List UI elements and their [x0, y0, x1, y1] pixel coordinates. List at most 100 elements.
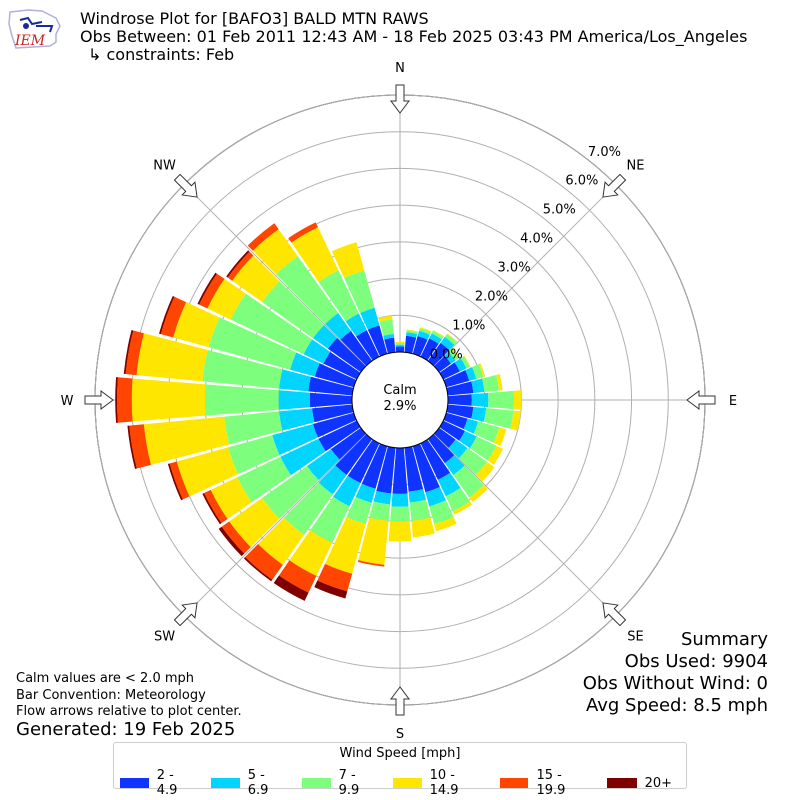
wind-bar-segment: [425, 487, 446, 507]
wind-bar-segment: [230, 293, 313, 355]
grid-spoke: [433, 433, 617, 617]
wind-bar-segment: [406, 329, 418, 333]
wind-bar-segment: [327, 337, 366, 373]
wind-bar-segment: [404, 335, 417, 354]
direction-arrow-icon: [390, 84, 410, 114]
wind-bar-segment: [478, 363, 486, 378]
wind-bar-segment: [356, 330, 380, 361]
wind-bar-segment: [444, 352, 456, 364]
wind-bar-segment: [303, 339, 331, 364]
arrows-note: Flow arrows relative to plot center.: [16, 704, 242, 719]
wind-bar-segment: [115, 377, 118, 423]
wind-bar-segment: [444, 455, 465, 476]
wind-bar-segment: [453, 465, 484, 498]
wind-bar-segment: [429, 500, 454, 525]
wind-bar-segment: [358, 517, 389, 565]
wind-bar-segment: [243, 557, 273, 582]
wind-bar-segment: [406, 330, 418, 335]
wind-bar-segment: [314, 363, 357, 388]
wind-bar-segment: [384, 337, 396, 354]
wind-bar-segment: [439, 362, 460, 380]
wind-bar-segment: [376, 446, 396, 494]
wind-bar-segment: [272, 423, 318, 456]
wind-bar-segment: [459, 448, 488, 475]
wind-bar-segment: [493, 427, 507, 446]
radial-tick-label: 5.0%: [543, 203, 576, 218]
wind-bar-segment: [279, 369, 311, 392]
wind-bar-segment: [176, 447, 238, 497]
wind-bar-segment: [205, 384, 279, 416]
grid-spoke: [183, 433, 367, 617]
legend-title: Wind Speed [mph]: [339, 746, 461, 761]
summary-avg-speed: Avg Speed: 8.5 mph: [586, 695, 768, 716]
wind-bar-segment: [309, 392, 353, 408]
wind-bar-segment: [447, 394, 472, 406]
wind-bar-segment: [307, 449, 340, 481]
wind-bar-segment: [451, 348, 461, 359]
wind-bar-segment: [127, 425, 137, 470]
direction-label-n: N: [395, 61, 405, 76]
wind-bar-segment: [229, 497, 280, 548]
legend-swatch: [606, 778, 637, 788]
wind-bar-segment: [318, 270, 359, 322]
wind-bar-segment: [279, 408, 315, 431]
wind-bar-segment: [308, 376, 354, 396]
wind-bar-segment: [469, 436, 497, 461]
summary-obs-without-wind: Obs Without Wind: 0: [582, 673, 768, 694]
wind-bar-segment: [383, 333, 395, 340]
wind-bar-segment: [417, 330, 430, 340]
wind-bar-segment: [228, 435, 280, 475]
wind-bar-segment: [408, 489, 426, 503]
wind-bar-segment: [420, 338, 439, 361]
wind-bar-segment: [487, 445, 504, 465]
wind-bar-segment: [237, 456, 291, 503]
direction-label-s: S: [396, 727, 404, 742]
wind-bar-segment: [245, 543, 283, 580]
wind-bar-segment: [432, 330, 444, 337]
wind-bar-segment: [324, 517, 366, 574]
wind-bar-segment: [117, 377, 133, 423]
wind-bar-segment: [318, 420, 361, 452]
wind-bar-segment: [471, 406, 487, 422]
wind-bar-segment: [210, 477, 252, 519]
wind-bar-segment: [443, 370, 470, 388]
wind-bar-segment: [445, 487, 470, 512]
wind-bar-segment: [513, 390, 522, 410]
wind-bar-segment: [369, 501, 391, 521]
wind-bar-segment: [125, 330, 144, 376]
wind-bar-segment: [427, 434, 455, 464]
wind-bar-segment: [395, 341, 405, 344]
wind-bar-segment: [437, 472, 461, 497]
chart-subtitle: Obs Between: 01 Feb 2011 12:43 AM - 18 F…: [80, 27, 748, 46]
chart-title: Windrose Plot for [BAFO3] BALD MTN RAWS: [80, 9, 429, 28]
wind-bar-segment: [312, 325, 338, 349]
wind-bar-segment: [463, 355, 471, 367]
wind-bar-segment: [390, 506, 410, 522]
wind-bar-segment: [159, 295, 175, 335]
direction-arrows: [84, 84, 716, 716]
wind-bar-segment: [202, 493, 222, 525]
wind-bar-segment: [310, 496, 350, 543]
wind-bar-segment: [420, 439, 451, 480]
legend-swatch: [210, 778, 240, 788]
legend-label: 5 - 6.9: [247, 768, 269, 798]
direction-arrow-icon: [84, 390, 114, 410]
wind-bar-segment: [258, 517, 305, 565]
wind-bar-segment: [340, 330, 373, 366]
calm-label: Calm: [383, 383, 417, 398]
wind-bar-segment: [446, 333, 458, 343]
wind-bar-segment: [431, 330, 444, 340]
wind-bar-segment: [412, 443, 440, 493]
wind-bar-segment: [291, 227, 339, 282]
wind-bar-segment: [252, 229, 298, 275]
bar-layer: [115, 222, 522, 601]
legend-items: 2 - 4.9 5 - 6.9 7 - 9.9 10 - 14.9 15 - 19.9 2…: [120, 768, 686, 798]
wind-bar-segment: [476, 461, 495, 482]
legend-swatch: [120, 778, 149, 788]
wind-bar-segment: [169, 461, 190, 500]
wind-bar-segment: [355, 483, 376, 503]
wind-bar-segment: [312, 404, 354, 423]
wind-bar-segment: [344, 270, 375, 313]
wind-bar-segment: [207, 278, 246, 320]
wind-bar-segment: [439, 420, 465, 441]
